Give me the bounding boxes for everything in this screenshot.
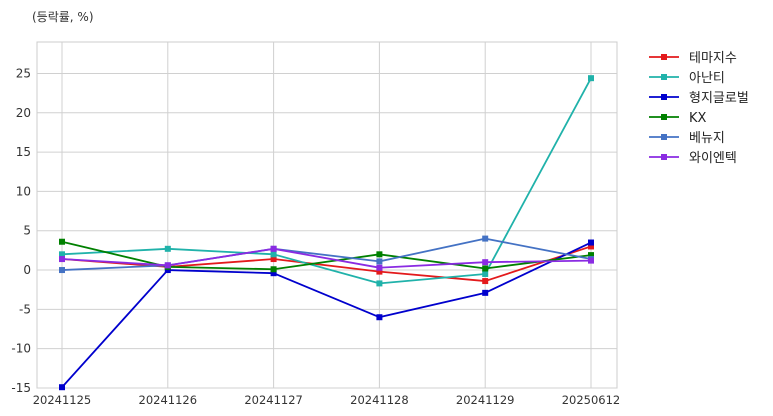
- series-2: [59, 239, 594, 391]
- legend-item: KX: [649, 111, 707, 126]
- data-point: [588, 243, 594, 250]
- data-point: [270, 245, 277, 252]
- legend-item: 와이엔텍: [649, 151, 737, 166]
- legend-item: 베뉴지: [649, 131, 725, 146]
- legend-swatch-marker: [661, 94, 667, 100]
- data-point: [588, 252, 594, 259]
- series-line: [61, 247, 592, 269]
- x-tick-label: 20241128: [350, 393, 409, 407]
- data-point: [270, 270, 277, 277]
- data-point: [376, 264, 383, 271]
- series-5: [59, 245, 594, 271]
- axis-layer: -15 -10 -5 0 5 10 15 20 25 20241125 20241126 202411…: [11, 66, 620, 407]
- data-point: [588, 239, 594, 246]
- y-tick-label: 15: [16, 145, 31, 159]
- legend-label: KX: [689, 111, 707, 126]
- unit-label: (등락률, %): [32, 10, 94, 24]
- data-point: [482, 265, 489, 272]
- data-point: [164, 267, 171, 274]
- legend-swatch-marker: [661, 54, 667, 60]
- data-point: [482, 270, 489, 277]
- data-point: [376, 314, 383, 321]
- legend-item: 아난티: [649, 71, 725, 86]
- legend-label: 아난티: [689, 71, 725, 86]
- data-point: [376, 268, 383, 275]
- data-point: [164, 262, 171, 269]
- data-point: [482, 259, 489, 266]
- legend-label: 테마지수: [689, 51, 737, 66]
- data-point: [59, 251, 65, 258]
- y-tick-label: 5: [23, 224, 31, 238]
- series-line: [61, 240, 592, 271]
- data-point: [270, 256, 277, 263]
- data-point: [588, 257, 594, 264]
- data-point: [59, 267, 65, 274]
- data-point: [482, 289, 489, 296]
- data-point: [270, 266, 277, 273]
- y-tick-label: 20: [16, 106, 31, 120]
- y-tick-label: -15: [11, 381, 31, 395]
- x-tick-label: 20241126: [139, 393, 198, 407]
- x-tick-label: 20241129: [456, 393, 515, 407]
- data-point: [482, 278, 489, 285]
- legend-swatch-marker: [661, 134, 667, 140]
- x-tick-label: 20241125: [33, 393, 92, 407]
- legend-swatch-marker: [661, 154, 667, 160]
- series-4: [59, 235, 594, 274]
- data-point: [588, 75, 594, 82]
- data-point: [59, 256, 65, 263]
- series-line: [61, 77, 592, 285]
- legend-item: 테마지수: [649, 51, 737, 66]
- grid-layer: [36, 41, 618, 389]
- data-point: [376, 251, 383, 258]
- series-line: [61, 241, 592, 388]
- x-tick-label: 20241127: [244, 393, 303, 407]
- y-tick-label: -10: [11, 342, 31, 356]
- plot-frame: [36, 41, 618, 389]
- series-line: [61, 237, 592, 271]
- y-tick-label: 10: [16, 184, 31, 198]
- series-layer: [59, 75, 594, 391]
- data-point: [376, 258, 383, 265]
- y-tick-label: 25: [16, 66, 31, 80]
- data-point: [270, 251, 277, 258]
- y-tick-label: 0: [23, 263, 31, 277]
- data-point: [482, 235, 489, 242]
- legend-swatch-marker: [661, 114, 667, 120]
- y-tick-label: -5: [19, 302, 31, 316]
- legend-swatch-marker: [661, 74, 667, 80]
- legend-label: 형지글로벌: [689, 91, 749, 106]
- data-point: [59, 238, 65, 245]
- x-tick-label: 20250612: [562, 393, 621, 407]
- legend-item: 형지글로벌: [649, 91, 749, 106]
- data-point: [376, 280, 383, 287]
- legend-label: 베뉴지: [689, 131, 725, 146]
- data-point: [164, 245, 171, 252]
- legend-label: 와이엔텍: [689, 151, 737, 166]
- data-point: [59, 384, 65, 391]
